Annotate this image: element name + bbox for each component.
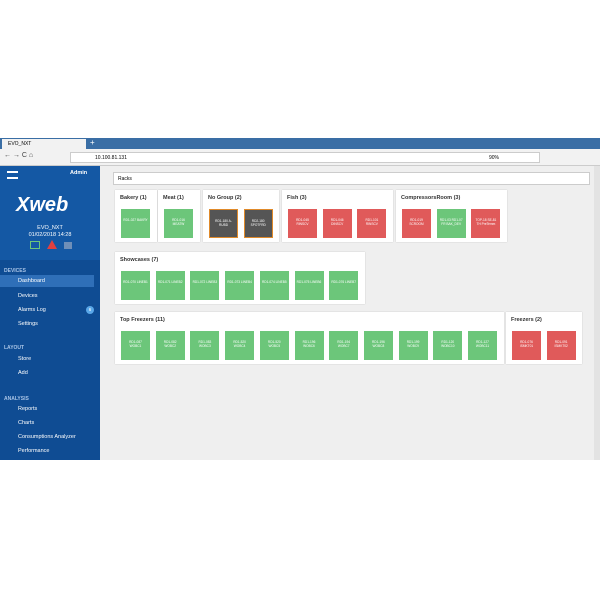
section-title: LAYOUT [4, 345, 25, 351]
group-card: Bakery (1) RD1-027 BAKRY [115, 190, 157, 242]
group-card: CompressorsRoom (3) RD1-019 SCROOM RD1-03 … [396, 190, 508, 242]
url-bar[interactable]: 10.100.81.131 90% [70, 152, 540, 163]
device-tile[interactable]: RD1-075 LINEB6 [294, 271, 324, 300]
alarm-icon [47, 240, 57, 249]
status-icon [30, 241, 40, 249]
group-card: Showcases (7) RD1-070 LINEB1 RD1-071 LINEB… [115, 252, 365, 304]
new-tab[interactable]: + [90, 138, 95, 147]
group-title: Freezers (2) [511, 317, 542, 323]
device-tile[interactable]: RD1-076 LINEB7 [329, 271, 359, 300]
menu-item[interactable]: Store [18, 356, 32, 362]
menu-item[interactable]: Dashboard [0, 275, 94, 287]
group-card: Freezers (2) RD1-076 ISMKT01 RD1-091 ISMKT… [506, 312, 583, 364]
device-tile[interactable]: RD1-196 WOBC6 [294, 331, 324, 360]
logo: Xweb [16, 194, 69, 216]
group-card: Meat (1) RD1-016 MEATW [158, 190, 200, 242]
device-tile[interactable]: TOP-18 SE-81 TH PreTemm [471, 209, 501, 238]
device-tile[interactable]: RD1-520 WOBC4 [225, 331, 255, 360]
sidebar-header: Admin Xweb EVO_NXT 01/02/2018 14:28 [0, 166, 100, 260]
section-title: DEVICES [4, 268, 26, 274]
group-card: Top Freezers (11) RD1-087 WOBC1 RD1-082 WO… [115, 312, 504, 364]
group-card: No Group (2) RD1-180 A-RUBD RD2-180 SPOTFR… [203, 190, 280, 242]
nav-buttons[interactable]: ← → C ⌂ [4, 152, 34, 159]
group-card: Fish (3) RD1-045 RINSCV RD1-046 DINSCV RD1-… [282, 190, 394, 242]
device-tile[interactable]: RD1-194 WOBC7 [329, 331, 359, 360]
device-tile[interactable]: RD1-072 LINEB3 [190, 271, 220, 300]
group-title: Fish (3) [287, 195, 307, 201]
rack-selector[interactable]: Racks [113, 172, 590, 185]
device-tile[interactable]: RD1-120 WOBC10 [433, 331, 463, 360]
device-tile[interactable]: RD1-019 SCROOM [402, 209, 431, 238]
url: 10.100.81.131 [95, 155, 127, 161]
menu-item[interactable]: Devices [18, 293, 38, 299]
device-tile[interactable]: RD1-016 MEATW [164, 209, 193, 238]
device-tile[interactable]: RD1-101 RINSCV [357, 209, 387, 238]
main: Racks Bakery (1) RD1-027 BAKRY Meat (1) RD1… [100, 166, 600, 460]
group-title: CompressorsRoom (3) [401, 195, 461, 201]
device-tile[interactable]: RD1-083 WOBC3 [190, 331, 220, 360]
device-tile[interactable]: RD1-196 WOBC8 [363, 331, 393, 360]
menu-item[interactable]: Consumptions Analyzer [18, 434, 76, 440]
nav-bar: ← → C ⌂ 10.100.81.131 90% [0, 149, 600, 166]
group-title: Showcases (7) [120, 257, 159, 263]
menu-item[interactable]: Settings [18, 321, 38, 327]
device-tile[interactable]: RD1-046 DINSCV [322, 209, 352, 238]
menu-item[interactable]: Performance [18, 448, 50, 454]
device-tile[interactable]: RD1-070 LINEB1 [121, 271, 150, 300]
device-tile[interactable]: RD1-087 WOBC1 [121, 331, 150, 360]
device-tile[interactable]: RD1-03 RD1-07 FR BAK_DEV [436, 209, 466, 238]
device-tile[interactable]: RD1-073 LINEB4 [225, 271, 255, 300]
menu-item[interactable]: Charts [18, 420, 35, 426]
lock-icon [64, 242, 72, 249]
device-tile[interactable]: RD1-074 LINEB5 [259, 271, 289, 300]
sidebar: Admin Xweb EVO_NXT 01/02/2018 14:28 DEVI… [0, 166, 100, 460]
datetime: 01/02/2018 14:28 [28, 232, 72, 238]
zoom: 90% [488, 155, 499, 161]
device-tile[interactable]: RD1-045 RINSCV [288, 209, 317, 238]
menu-item[interactable]: Reports [18, 406, 38, 412]
user[interactable]: Admin [70, 170, 88, 176]
tab[interactable]: EVO_NXT [2, 139, 86, 149]
group-title: Top Freezers (11) [120, 317, 165, 323]
tab-bar: EVO_NXT + [0, 138, 600, 149]
device-tile[interactable]: RD1-199 WOBC9 [398, 331, 428, 360]
scrollbar [594, 166, 600, 460]
group-title: No Group (2) [208, 195, 242, 201]
device-tile[interactable]: RD1-082 WOBC2 [155, 331, 185, 360]
device-tile[interactable]: RD1-076 ISMKT01 [512, 331, 541, 360]
device-tile[interactable]: RD1-027 BAKRY [121, 209, 150, 238]
device-tile[interactable]: RD1-520 WOBC5 [259, 331, 289, 360]
menu-item[interactable]: Alarms Log [18, 307, 46, 313]
alarm-badge: 6 [86, 306, 94, 314]
group-title: Bakery (1) [120, 195, 147, 201]
device-tile[interactable]: RD2-180 SPOTFRD [243, 209, 273, 238]
device-tile[interactable]: RD1-071 LINEB2 [155, 271, 185, 300]
menu-item[interactable]: Add [18, 370, 28, 376]
group-title: Meat (1) [163, 195, 184, 201]
device-tile[interactable]: RD1-091 ISMKT02 [546, 331, 576, 360]
section-title: ANALYSIS [4, 396, 29, 402]
device-tile[interactable]: RD1-180 A-RUBD [209, 209, 238, 238]
device-tile[interactable]: RD1-127 WOBC11 [468, 331, 497, 360]
device-name: EVO_NXT [37, 225, 63, 231]
menu-icon[interactable] [7, 171, 18, 179]
